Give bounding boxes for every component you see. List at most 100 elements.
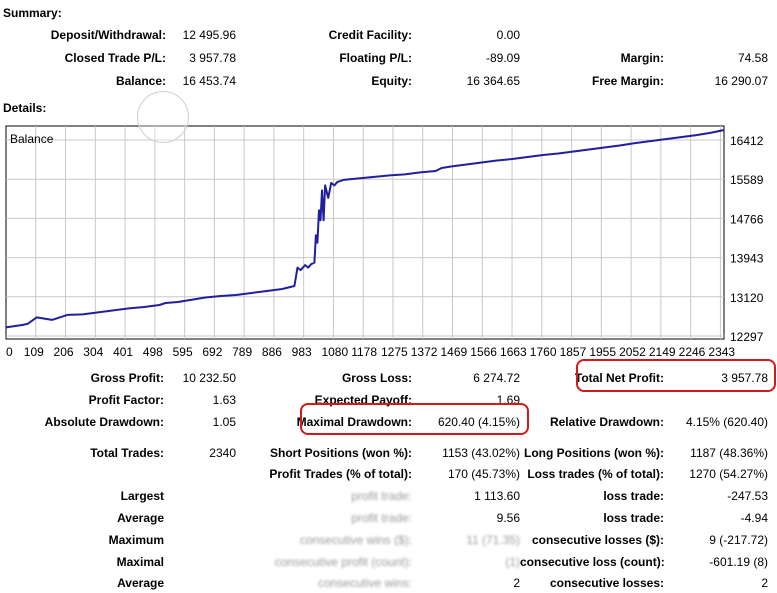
largest-label: Largest [120, 489, 164, 503]
x-tick-label: 1663 [500, 345, 527, 359]
balance-value: 16 453.74 [182, 74, 236, 88]
highlight-maximal-drawdown [300, 403, 529, 435]
floating-pl-value: -89.09 [485, 51, 520, 65]
average-profit-value: 9.56 [496, 511, 520, 525]
y-tick-label: 16412 [730, 134, 764, 148]
largest-loss-label: loss trade: [603, 489, 664, 503]
profit-trades-label: Profit Trades (% of total): [269, 467, 412, 481]
profit-factor-value: 1.63 [212, 393, 236, 407]
magnifier-lens [137, 91, 189, 143]
maximum-label: Maximum [108, 533, 164, 547]
x-tick-label: 1080 [321, 345, 348, 359]
relative-drawdown-label: Relative Drawdown: [549, 415, 664, 429]
maximal-label: Maximal [116, 555, 164, 569]
average-label: Average [117, 511, 164, 525]
series-line-balance [5, 129, 725, 329]
x-tick-label: 1469 [441, 345, 468, 359]
closed-trade-pl-label: Closed Trade P/L: [64, 51, 166, 65]
gross-loss-value: 6 274.72 [473, 371, 520, 385]
margin-value: 74.58 [737, 51, 768, 65]
total-trades-value: 2340 [209, 446, 236, 460]
largest-loss-value: -247.53 [727, 489, 768, 503]
average-profit-label: profit trade: [351, 511, 412, 525]
profit-factor-label: Profit Factor: [88, 393, 164, 407]
x-tick-label: 1178 [351, 345, 377, 359]
average-consecutive-losses-value: 2 [761, 576, 768, 590]
x-tick-label: 1275 [381, 345, 408, 359]
maximal-drawdown-value: 620.40 (4.15%) [437, 415, 520, 429]
loss-trades-label: Loss trades (% of total): [527, 467, 664, 481]
gross-loss-label: Gross Loss: [341, 371, 412, 385]
maximum-losses-label: consecutive losses ($): [531, 533, 664, 547]
credit-facility-label: Credit Facility: [328, 28, 412, 42]
x-tick-label: 1760 [530, 345, 557, 359]
plot-frame [5, 125, 725, 340]
maximum-wins-value: 11 (71.35) [466, 533, 520, 547]
x-tick-label: 595 [173, 345, 193, 359]
x-tick-label: 401 [113, 345, 133, 359]
total-net-profit-value: 3 957.78 [721, 371, 768, 385]
highlight-total-net-profit [576, 359, 776, 392]
credit-facility-value: 0.00 [496, 28, 520, 42]
largest-profit-label: profit trade: [351, 489, 412, 503]
x-tick-label: 2149 [649, 345, 676, 359]
maximal-profit-label: consecutive profit (count): [274, 555, 412, 569]
equity-value: 16 364.65 [466, 74, 520, 88]
x-tick-label: 1955 [589, 345, 616, 359]
relative-drawdown-value: 4.15% (620.40) [685, 415, 768, 429]
x-tick-label: 1566 [470, 345, 497, 359]
free-margin-value: 16 290.07 [714, 74, 768, 88]
short-positions-label: Short Positions (won %): [270, 446, 412, 460]
summary-heading: Summary: [3, 6, 62, 20]
maximal-drawdown-label: Maximal Drawdown: [296, 415, 412, 429]
x-tick-label: 789 [232, 345, 252, 359]
free-margin-label: Free Margin: [591, 74, 664, 88]
x-tick-label: 109 [24, 345, 44, 359]
x-tick-label: 1372 [411, 345, 438, 359]
chart-title: Balance [10, 132, 54, 146]
balance-chart: 16412 15589 14766 13943 13120 12297 0 109 206 304… [5, 125, 764, 359]
x-tick-label: 2052 [619, 345, 646, 359]
x-tick-label: 1857 [560, 345, 587, 359]
long-positions-value: 1187 (48.36%) [690, 446, 768, 460]
loss-trades-value: 1270 (54.27%) [689, 467, 768, 481]
maximum-losses-value: 9 (-217.72) [709, 533, 768, 547]
x-tick-label: 498 [143, 345, 163, 359]
average-consecutive-label: Average [117, 576, 164, 590]
maximal-profit-value: (1) [505, 555, 520, 569]
average-consecutive-wins-label: consecutive wins: [317, 576, 412, 590]
x-tick-label: 2246 [679, 345, 706, 359]
absolute-drawdown-value: 1.05 [212, 415, 236, 429]
gross-profit-label: Gross Profit: [90, 371, 164, 385]
x-tick-label: 206 [54, 345, 74, 359]
gross-profit-value: 10 232.50 [182, 371, 236, 385]
maximal-loss-label: consecutive loss (count): [520, 555, 665, 569]
largest-profit-value: 1 113.60 [474, 489, 520, 503]
total-net-profit-label: Total Net Profit: [574, 371, 664, 385]
margin-label: Margin: [620, 51, 664, 65]
y-tick-label: 15589 [730, 173, 764, 187]
equity-label: Equity: [371, 74, 412, 88]
floating-pl-label: Floating P/L: [339, 51, 412, 65]
x-tick-label: 2343 [708, 345, 735, 359]
maximal-loss-value: -601.19 (8) [709, 555, 768, 569]
maximum-wins-label: consecutive wins ($): [299, 533, 412, 547]
balance-label: Balance: [115, 74, 166, 88]
deposit-withdrawal-value: 12 495.96 [182, 28, 236, 42]
average-loss-label: loss trade: [603, 511, 664, 525]
y-tick-label: 13120 [730, 291, 764, 305]
x-tick-label: 886 [262, 345, 282, 359]
deposit-withdrawal-label: Deposit/Withdrawal: [50, 28, 166, 42]
average-consecutive-wins-value: 2 [513, 576, 520, 590]
absolute-drawdown-label: Absolute Drawdown: [44, 415, 164, 429]
x-tick-label: 304 [83, 345, 103, 359]
x-tick-label: 983 [292, 345, 312, 359]
details-heading: Details: [3, 101, 47, 115]
y-tick-label: 12297 [730, 330, 764, 344]
x-tick-label: 0 [6, 345, 13, 359]
profit-trades-value: 170 (45.73%) [447, 467, 520, 481]
total-trades-label: Total Trades: [90, 446, 164, 460]
average-loss-value: -4.94 [740, 511, 768, 525]
x-tick-label: 692 [202, 345, 222, 359]
average-consecutive-losses-label: consecutive losses: [549, 576, 664, 590]
